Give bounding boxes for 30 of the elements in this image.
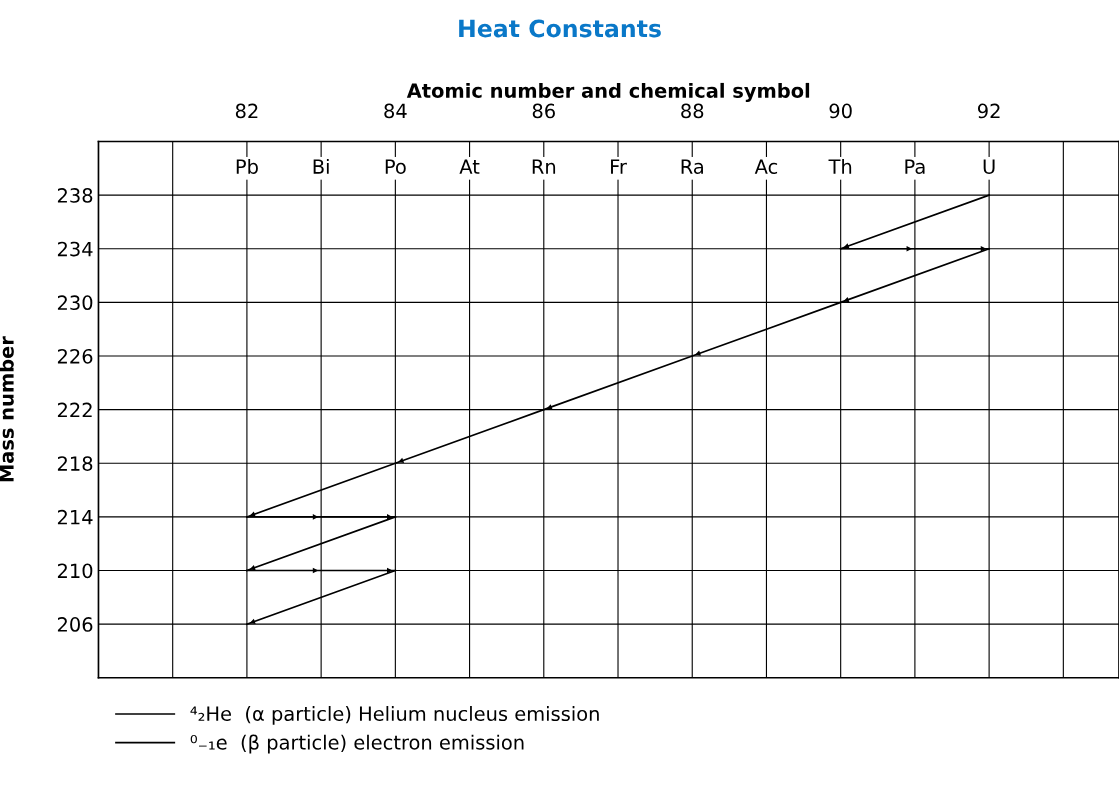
annotation: Bi [313,158,329,174]
y-tick-label: 214 [57,509,93,525]
legend-label: ⁴₂He (α particle) Helium nucleus emission [190,706,599,725]
x-axis-title: Atomic number and chemical symbol [406,82,810,102]
y-tick-label: 222 [57,402,92,418]
y-tick-label: 218 [57,456,93,471]
y-tick-label: 238 [57,188,93,203]
chart-title: Heat Constants [459,19,661,38]
annotation: Rn [532,159,556,174]
legend-label: ⁰₋₁e (β particle) electron emission [190,734,524,754]
x-tick-label: 84 [384,103,407,119]
annotation: Po [385,159,406,174]
x-tick-label: 86 [532,103,555,119]
y-tick-label: 230 [57,295,93,311]
y-tick-label: 210 [57,563,93,579]
annotation: Fr [611,159,627,174]
x-tick-label: 90 [829,103,852,119]
y-tick-label: 226 [57,348,93,364]
annotation: Ra [681,159,703,174]
annotation: Pb [236,158,258,174]
x-tick-label: 92 [977,103,1000,119]
annotation: U [983,159,995,174]
y-tick-label: 234 [57,241,93,257]
annotation: Th [828,158,852,174]
annotation: Ac [754,159,778,174]
y-tick-label: 206 [57,617,93,632]
x-tick-label: 82 [235,103,258,119]
annotation: Pa [905,159,925,174]
annotation: At [459,159,480,174]
x-tick-label: 88 [681,103,704,119]
